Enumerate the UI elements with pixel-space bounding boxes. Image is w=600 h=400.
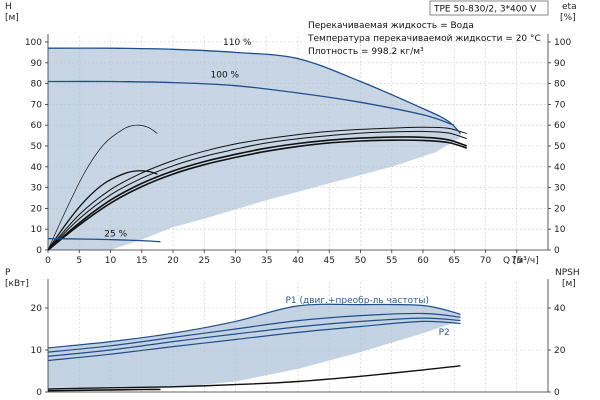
power-ytick-right-40: 40	[554, 304, 566, 314]
qh-ytick-right-40: 40	[554, 163, 566, 173]
power-ytick-left-20: 20	[31, 304, 43, 314]
qh-ylabel-right-symbol: eta	[562, 2, 577, 12]
qh-ylabel-right-unit: [%]	[560, 13, 576, 23]
qh-xtick-20: 20	[167, 256, 179, 266]
power-ylabel-left-symbol: P	[5, 268, 11, 278]
power-curve-5	[47, 388, 161, 392]
qh-xtick-45: 45	[324, 256, 335, 266]
chart-title: TPE 50-830/2, 3*400 V	[433, 5, 537, 15]
qh-plot: 0102030405060708090100010203040506070809…	[25, 34, 571, 266]
qh-curve-100-percent	[47, 80, 455, 126]
qh-xtick-55: 55	[386, 256, 397, 266]
note-fluid: Перекачиваемая жидкость = Вода	[308, 21, 474, 31]
power-ylabel-right-unit: [м]	[562, 279, 576, 289]
qh-ytick-right-100: 100	[554, 38, 571, 48]
eta-curve-4	[47, 130, 467, 251]
qh-ytick-left-30: 30	[31, 184, 43, 194]
qh-xtick-70: 70	[480, 256, 492, 266]
qh-ytick-left-20: 20	[31, 204, 43, 214]
qh-xtick-35: 35	[261, 256, 272, 266]
qh-xtick-60: 60	[417, 256, 429, 266]
qh-ytick-right-60: 60	[554, 121, 566, 131]
chart-title-box: TPE 50-830/2, 3*400 V	[429, 0, 549, 16]
power-ylabel-left-unit: [кВт]	[5, 279, 29, 289]
qh-xtick-5: 5	[76, 256, 82, 266]
qh-ytick-right-80: 80	[554, 80, 566, 90]
qh-xtick-65: 65	[449, 256, 460, 266]
qh-ytick-right-20: 20	[554, 204, 566, 214]
qh-xtick-50: 50	[355, 256, 367, 266]
qh-ytick-left-90: 90	[31, 59, 43, 69]
qh-xlabel: Q [м³/ч]	[503, 256, 539, 266]
power-ytick-left-0: 0	[36, 388, 42, 398]
eta-curve-6	[47, 139, 468, 251]
power-label-p2: P2	[439, 328, 450, 338]
power-curve-2	[47, 312, 461, 353]
qh-ytick-left-80: 80	[31, 80, 43, 90]
qh-ytick-left-40: 40	[31, 163, 43, 173]
power-ylabel-right-symbol: NPSH	[555, 268, 580, 278]
qh-ytick-left-50: 50	[31, 142, 43, 152]
qh-ytick-left-70: 70	[31, 100, 43, 110]
qh-operating-area	[48, 48, 461, 251]
qh-ytick-right-0: 0	[554, 246, 560, 256]
npsh-curve	[47, 365, 461, 390]
eta-curve-1	[47, 124, 158, 251]
note-density: Плотность = 998.2 кг/м³	[308, 47, 424, 57]
qh-ytick-left-10: 10	[31, 225, 43, 235]
power-ytick-left-10: 10	[31, 346, 43, 356]
qh-curve-110-percent	[47, 47, 461, 134]
qh-ytick-right-70: 70	[554, 100, 566, 110]
eta-curve-3	[47, 126, 467, 251]
qh-xtick-40: 40	[292, 256, 304, 266]
power-curve-1	[47, 303, 461, 349]
qh-xtick-30: 30	[230, 256, 242, 266]
qh-xtick-15: 15	[136, 256, 147, 266]
qh-ytick-right-30: 30	[554, 184, 566, 194]
qh-xtick-0: 0	[45, 256, 51, 266]
qh-curve-label-2: 100 %	[211, 70, 240, 80]
power-ytick-right-0: 0	[554, 388, 560, 398]
qh-xtick-25: 25	[199, 256, 210, 266]
eta-curve-2	[47, 170, 158, 251]
power-ytick-right-20: 20	[554, 346, 566, 356]
qh-curve-label-3: 25 %	[104, 229, 127, 239]
note-temperature: Температура перекачиваемой жидкости = 20…	[307, 34, 541, 44]
power-plot: 0 10 20 0 20 40 P1 (двиг.+преобр-ль частоты) P2	[31, 279, 566, 398]
qh-xtick-75: 75	[511, 256, 522, 266]
qh-ytick-left-100: 100	[25, 38, 42, 48]
power-curve-3	[47, 317, 461, 357]
qh-ytick-right-10: 10	[554, 225, 566, 235]
eta-curve-5	[47, 136, 468, 251]
qh-curve-25-percent	[47, 237, 161, 243]
qh-ytick-left-0: 0	[36, 246, 42, 256]
power-operating-area	[48, 304, 461, 388]
qh-ytick-right-90: 90	[554, 59, 566, 69]
qh-xtick-10: 10	[105, 256, 117, 266]
qh-ylabel-left-unit: [м]	[5, 13, 19, 23]
qh-ytick-left-60: 60	[31, 121, 43, 131]
power-label-p1: P1 (двиг.+преобр-ль частоты)	[286, 296, 430, 306]
power-curve-4	[47, 320, 461, 362]
qh-curve-label-1: 110 %	[223, 38, 252, 48]
qh-ylabel-left-symbol: H	[5, 2, 12, 12]
qh-ytick-right-50: 50	[554, 142, 566, 152]
